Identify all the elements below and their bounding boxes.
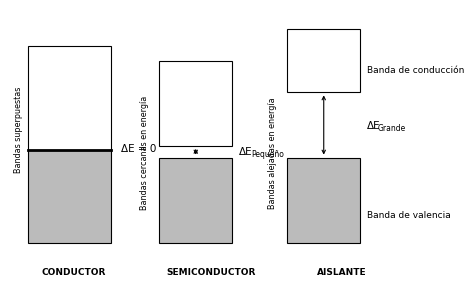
- Bar: [28, 150, 111, 243]
- Bar: [287, 29, 360, 92]
- Text: AISLANTE: AISLANTE: [317, 268, 366, 277]
- Bar: [287, 158, 360, 243]
- Text: Banda de conducción: Banda de conducción: [367, 66, 465, 75]
- Text: Bandas superpuestas: Bandas superpuestas: [14, 87, 22, 173]
- Bar: [159, 158, 232, 243]
- Bar: [28, 46, 111, 150]
- Text: ΔE: ΔE: [239, 147, 253, 157]
- Text: SEMICONDUCTOR: SEMICONDUCTOR: [166, 268, 255, 277]
- Text: CONDUCTOR: CONDUCTOR: [41, 268, 106, 277]
- Text: Pequeño: Pequeño: [252, 149, 284, 159]
- Text: ΔE = 0: ΔE = 0: [121, 144, 156, 154]
- Text: ΔE: ΔE: [367, 121, 381, 131]
- Text: Bandas cercanas en energía: Bandas cercanas en energía: [140, 96, 149, 210]
- Bar: [159, 61, 232, 146]
- Text: Bandas alejadas en energía: Bandas alejadas en energía: [268, 97, 277, 209]
- Text: Banda de valencia: Banda de valencia: [367, 211, 451, 220]
- Text: Grande: Grande: [378, 123, 406, 133]
